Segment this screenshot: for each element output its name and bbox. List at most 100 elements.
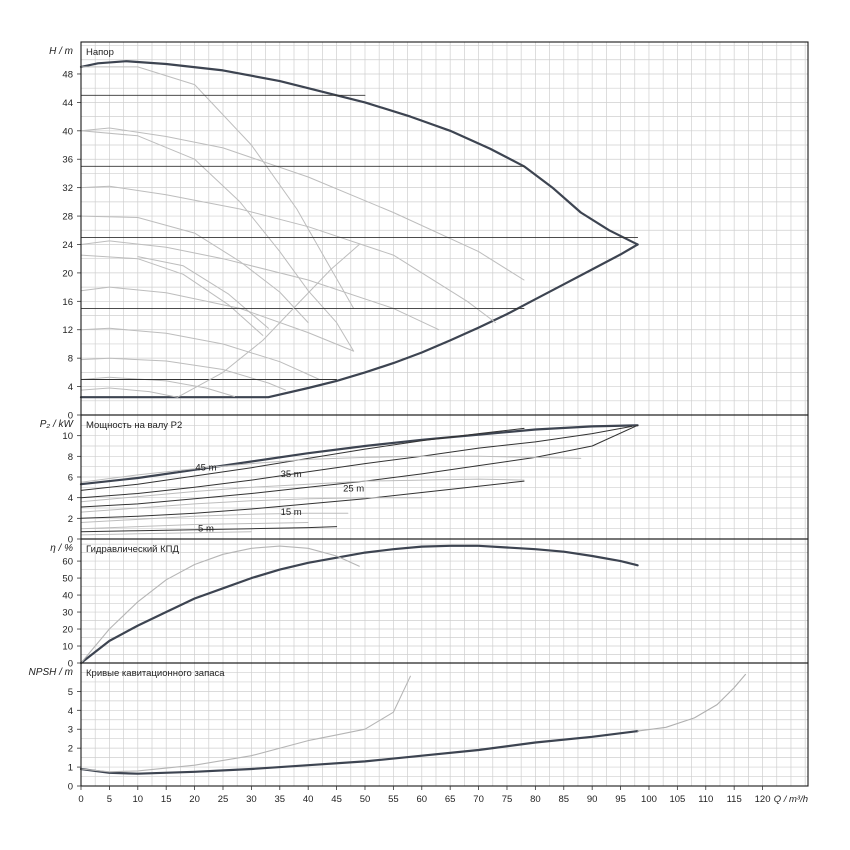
curve-speed-curve — [80, 478, 525, 503]
y-tick-label: 40 — [62, 591, 73, 602]
curve-setpoint-25m — [80, 424, 639, 508]
y-tick-label: 4 — [68, 493, 73, 504]
y-axis-label: H / m — [49, 46, 73, 57]
curve-npsh-max-speed-ext — [637, 673, 747, 732]
y-tick-label: 4 — [68, 382, 73, 393]
x-tick-label: 105 — [669, 794, 685, 805]
x-tick-label: 35 — [275, 794, 286, 805]
y-tick-label: 16 — [62, 297, 73, 308]
x-tick-label: 70 — [473, 794, 484, 805]
curve-speed-curve — [137, 256, 269, 329]
y-tick-label: 36 — [62, 155, 73, 166]
curve-speed-curve — [80, 215, 309, 324]
panel-title: Мощность на валу P2 — [86, 420, 182, 431]
y-tick-label: 12 — [62, 325, 73, 336]
y-tick-label: 1 — [68, 763, 73, 774]
x-tick-label: 95 — [615, 794, 626, 805]
curve-bep-line — [177, 244, 360, 398]
curve-efficiency-min-speed — [80, 545, 360, 664]
curve-speed-curve — [80, 357, 286, 391]
y-tick-label: 2 — [68, 744, 73, 755]
curve-setpoint-45m — [80, 427, 525, 491]
curve-npsh-max-speed — [79, 730, 639, 775]
curve-annotation: 35 m — [281, 469, 302, 480]
y-tick-label: 48 — [62, 69, 73, 80]
y-tick-label: 32 — [62, 183, 73, 194]
curve-setpoint-35m — [80, 425, 633, 499]
y-tick-label: 40 — [62, 126, 73, 137]
curve-speed-curve — [80, 130, 355, 352]
x-tick-label: 100 — [641, 794, 657, 805]
curve-speed-curve — [80, 240, 440, 331]
y-axis-label: η / % — [50, 543, 73, 554]
x-tick-label: 5 — [107, 794, 112, 805]
curve-speed-curve — [80, 185, 497, 324]
y-tick-label: 30 — [62, 608, 73, 619]
y-tick-label: 44 — [62, 98, 73, 109]
x-tick-label: 40 — [303, 794, 314, 805]
curve-annotation: 15 m — [281, 507, 302, 518]
x-tick-label: 25 — [218, 794, 229, 805]
curve-setpoint-15m — [80, 480, 525, 519]
y-tick-label: 10 — [62, 431, 73, 442]
x-tick-label: 115 — [727, 794, 742, 805]
curve-envelope-max — [79, 424, 639, 486]
y-tick-label: 0 — [68, 535, 73, 546]
y-tick-label: 4 — [68, 706, 73, 717]
x-axis-label: Q / m³/h — [774, 794, 808, 805]
curve-speed-curve — [80, 286, 355, 352]
y-tick-label: 0 — [68, 659, 73, 670]
x-tick-label: 85 — [558, 794, 569, 805]
curve-speed-curve — [80, 512, 349, 523]
y-tick-label: 50 — [62, 574, 73, 585]
panel-frames — [77, 41, 809, 790]
y-tick-label: 5 — [68, 687, 73, 698]
curve-speed-curve — [80, 376, 235, 397]
y-tick-label: 8 — [68, 354, 73, 365]
curve-speed-curve — [80, 254, 264, 336]
y-tick-label: 8 — [68, 452, 73, 463]
x-tick-label: 15 — [161, 794, 172, 805]
y-tick-label: 20 — [62, 625, 73, 636]
panel-frame — [80, 662, 809, 787]
curve-speed-curve — [80, 497, 423, 513]
curve-efficiency-max-speed — [79, 544, 639, 665]
y-tick-label: 60 — [62, 557, 73, 568]
x-tick-label: 120 — [755, 794, 771, 805]
x-tick-label: 20 — [189, 794, 200, 805]
x-tick-label: 30 — [246, 794, 257, 805]
y-tick-label: 10 — [62, 642, 73, 653]
curve-speed-curve — [80, 127, 525, 281]
curve-speed-curve — [80, 531, 252, 536]
x-tick-label: 90 — [587, 794, 598, 805]
y-tick-label: 2 — [68, 514, 73, 525]
panel-title: Кривые кавитационного запаса — [86, 668, 225, 679]
x-tick-label: 55 — [388, 794, 399, 805]
curve-envelope-max — [79, 60, 639, 246]
y-axis-label: NPSH / m — [29, 667, 73, 678]
x-tick-label: 75 — [502, 794, 513, 805]
curve-envelope-min — [79, 243, 639, 399]
x-tick-label: 50 — [360, 794, 371, 805]
x-tick-label: 60 — [416, 794, 427, 805]
panel-frame — [80, 41, 809, 416]
y-tick-label: 6 — [68, 473, 73, 484]
curve-annotation: 45 m — [195, 463, 216, 474]
curve-speed-curve — [80, 455, 582, 483]
x-tick-label: 65 — [445, 794, 456, 805]
curve-setpoint-5m — [80, 526, 338, 533]
panel-title: Напор — [86, 47, 114, 58]
x-tick-label: 45 — [331, 794, 342, 805]
y-tick-label: 0 — [68, 411, 73, 422]
x-tick-label: 110 — [698, 794, 713, 805]
y-axis-label: P₂ / kW — [40, 419, 75, 430]
x-tick-label: 80 — [530, 794, 541, 805]
y-tick-label: 20 — [62, 268, 73, 279]
curves — [79, 60, 747, 775]
y-tick-label: 0 — [68, 782, 73, 793]
curve-speed-curve — [80, 66, 355, 309]
y-tick-label: 3 — [68, 725, 73, 736]
curve-speed-curve — [80, 387, 179, 398]
